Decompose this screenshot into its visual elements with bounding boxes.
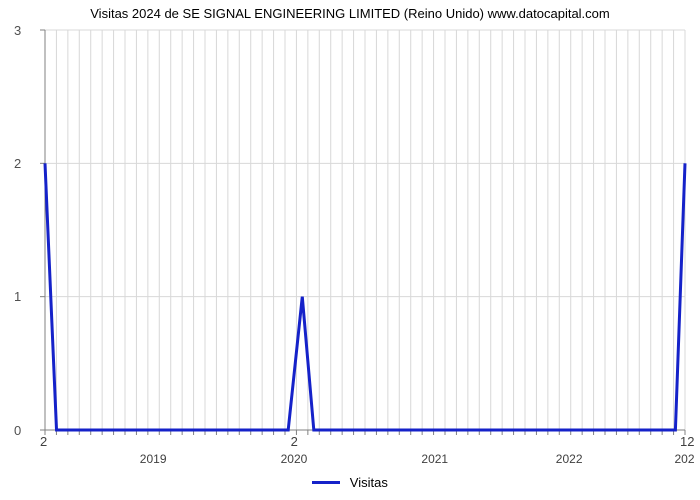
x-outer-label: 2 <box>291 434 298 449</box>
y-tick-label: 3 <box>14 23 21 38</box>
x-year-label: 2021 <box>421 452 448 466</box>
line-chart <box>0 0 700 500</box>
legend-label: Visitas <box>350 475 388 490</box>
x-year-label: 202 <box>675 452 695 466</box>
legend: Visitas <box>0 474 700 490</box>
x-year-label: 2020 <box>281 452 308 466</box>
x-outer-label: 12 <box>680 434 694 449</box>
y-tick-label: 1 <box>14 289 21 304</box>
x-year-label: 2022 <box>556 452 583 466</box>
x-year-label: 2019 <box>140 452 167 466</box>
legend-swatch <box>312 481 340 484</box>
x-outer-label: 2 <box>40 434 47 449</box>
y-tick-label: 0 <box>14 423 21 438</box>
chart-container: Visitas 2024 de SE SIGNAL ENGINEERING LI… <box>0 0 700 500</box>
y-tick-label: 2 <box>14 156 21 171</box>
